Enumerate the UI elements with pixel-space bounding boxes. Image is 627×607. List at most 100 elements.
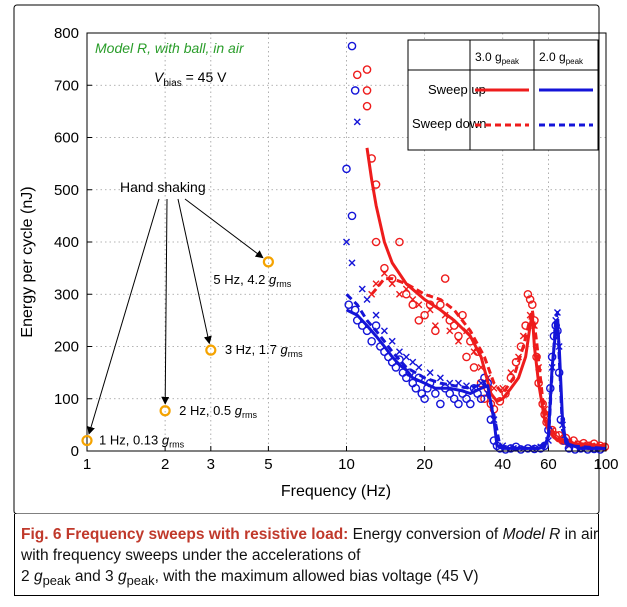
sweep-down-point (395, 290, 403, 298)
x-tick-label: 1 (83, 456, 91, 473)
legend: 3.0 gpeak 2.0 gpeak Sweep up Sweep down (407, 39, 599, 151)
legend-col-3g: 3.0 gpeak (475, 50, 520, 66)
sweep-up-point (445, 389, 455, 398)
caption-peak2: peak (126, 573, 155, 589)
sweep-up-point (414, 316, 424, 325)
x-marker-stroke (446, 327, 454, 335)
x-tick-label: 5 (264, 456, 272, 473)
x-marker-stroke (353, 118, 361, 126)
sweep-up-point (408, 300, 418, 310)
y-tick-label: 300 (54, 286, 79, 303)
x-marker-stroke (372, 311, 380, 319)
y-tick-label: 200 (54, 339, 79, 356)
sweep-up-point (436, 399, 445, 409)
sweep-down-point (507, 369, 515, 377)
sweep-up-point (367, 336, 376, 346)
sweep-down-point (426, 306, 434, 314)
sweep-up-point (371, 321, 381, 330)
hand-label-sub: rms (276, 279, 291, 289)
sweep-down-line (370, 277, 607, 448)
x-marker-stroke (426, 306, 434, 314)
hand-shaking-point-label: 1 Hz, 0.13 grms (99, 433, 185, 450)
x-marker-stroke (519, 332, 527, 340)
sweep-up-point (350, 86, 360, 95)
sweep-up-point (454, 331, 463, 341)
caption-peak1: peak (42, 573, 71, 589)
sweep-up-point (342, 164, 351, 174)
legend-col-2g: 2.0 gpeak (539, 50, 584, 66)
sweep-up-point (344, 300, 354, 310)
hand-shaking-arrow (177, 198, 212, 345)
x-marker-stroke (348, 259, 356, 267)
plot-frame (86, 32, 607, 452)
sweep-down-point (409, 358, 417, 366)
sweep-up-point (525, 295, 535, 304)
x-marker-stroke (415, 363, 423, 371)
sweep-down-point (436, 374, 444, 382)
sweep-up-point (449, 394, 459, 404)
sweep-down-point (380, 327, 388, 335)
hand-shaking-arrow (161, 198, 170, 405)
sweep-down-point (372, 280, 380, 288)
sweep-down-point (363, 295, 371, 303)
hand-shaking-label: Hand shaking (120, 179, 206, 195)
sweep-down-point (388, 337, 396, 345)
sweep-up-point (391, 363, 401, 372)
sweep-up-point (371, 237, 381, 247)
sweep-down-point (431, 322, 439, 330)
x-marker-stroke (409, 358, 417, 366)
sweep-up-point (411, 383, 421, 393)
sweep-up-point (380, 263, 389, 273)
sweep-up-point (395, 237, 404, 247)
caption-text-4: and 3 (70, 568, 118, 585)
caption-model: Model R (502, 526, 561, 543)
sweep-up-point (420, 394, 429, 404)
x-marker-stroke (380, 327, 388, 335)
sweep-up-point (476, 394, 486, 404)
x-marker-stroke (454, 337, 462, 345)
hand-shaking-point (81, 434, 93, 447)
caption-text-5: , with the maximum allowed bias voltage … (154, 568, 479, 585)
x-marker-stroke (426, 369, 434, 377)
x-marker-stroke (388, 280, 396, 288)
model-annotation: Model R, with ball, in air (95, 40, 245, 56)
figure-caption: Fig. 6 Frequency sweeps with resistive l… (21, 524, 599, 591)
x-marker-stroke (380, 269, 388, 277)
caption-g1: g (33, 568, 43, 585)
vbias-value: = 45 V (182, 69, 227, 85)
caption-title: Fig. 6 Frequency sweeps with resistive l… (21, 526, 349, 543)
sweep-down-point (380, 269, 388, 277)
sweep-up-point (469, 363, 479, 372)
hand-label-g: g (235, 403, 243, 418)
x-tick-label: 2 (161, 456, 169, 473)
x-marker-stroke (363, 295, 371, 303)
sweep-down-point (388, 280, 396, 288)
hand-shaking-point-label: 3 Hz, 1.7 grms (225, 342, 303, 359)
sweep-down-point (446, 327, 454, 335)
sweep-down-point (402, 353, 410, 361)
sweep-up-point (347, 41, 357, 51)
x-marker-stroke (402, 353, 410, 361)
caption-box: Fig. 6 Frequency sweeps with resistive l… (14, 514, 599, 596)
hand-label-text: 1 Hz, 0.13 (99, 433, 162, 448)
sweep-down-point (454, 337, 462, 345)
sweep-down-point (372, 311, 380, 319)
sweep-up-point (420, 310, 429, 320)
sweep-down-point (409, 295, 417, 303)
sweep-down-point (353, 118, 361, 126)
sweep-down-point (348, 259, 356, 267)
legend-row-sweep-up: Sweep up (428, 82, 486, 97)
x-tick-label: 10 (338, 456, 355, 473)
energy-frequency-chart: 1 2 3 5 10 20 40 60 100 0 100 200 300 400 500 600 700 800… (13, 4, 619, 515)
sweep-up-point (523, 289, 533, 299)
sweep-up-point (362, 65, 372, 74)
sweep-up-point (440, 274, 450, 283)
hand-label-sub: rms (242, 410, 257, 420)
sweep-down-point (343, 238, 350, 246)
axis-ticks: 1 2 3 5 10 20 40 60 100 0 100 200 300 400 500 600 700 800 (54, 25, 619, 473)
y-tick-label: 100 (54, 391, 79, 408)
hand-shaking-point (159, 405, 171, 417)
y-tick-label: 0 (71, 443, 79, 460)
hand-shaking-point (262, 256, 274, 268)
hand-shaking-point-label: 5 Hz, 4.2 grms (213, 272, 291, 289)
